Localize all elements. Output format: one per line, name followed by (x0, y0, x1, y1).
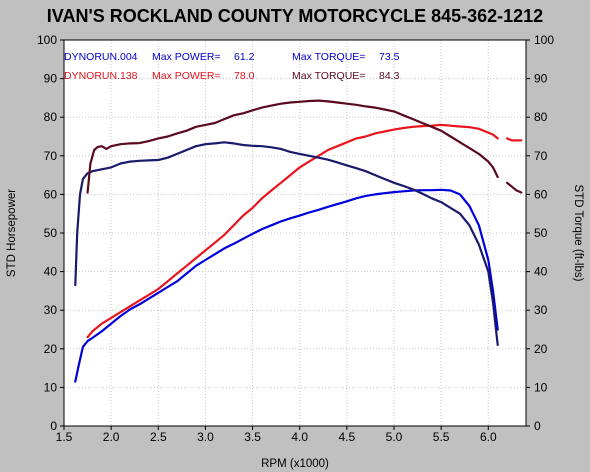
x-tick-label: 2.5 (150, 430, 167, 444)
y-left-tick-label: 20 (44, 342, 58, 356)
y-axis-left-label: STD Horsepower (6, 189, 18, 277)
y-axis-right-label: STD Torque (ft-lbs) (572, 185, 584, 282)
x-tick-label: 3.5 (244, 430, 261, 444)
y-right-tick-label: 70 (534, 149, 548, 163)
y-left-tick-label: 100 (37, 33, 57, 47)
legend-power-value-2: 78.0 (234, 70, 255, 82)
legend-power-value-1: 61.2 (234, 51, 255, 63)
chart-title: IVAN'S ROCKLAND COUNTY MOTORCYCLE 845-36… (47, 6, 543, 26)
y-left-tick-label: 80 (44, 110, 58, 124)
y-right-tick-label: 10 (534, 380, 548, 394)
x-tick-label: 1.5 (56, 430, 73, 444)
legend-torque-value-1: 73.5 (379, 51, 400, 63)
y-right-tick-label: 50 (534, 226, 548, 240)
y-axis-right-ticks: 0 10 20 30 40 50 60 70 80 90 100 (526, 33, 554, 433)
y-left-tick-label: 0 (50, 419, 57, 433)
legend-power-label-2: Max POWER= (152, 70, 221, 82)
y-left-tick-label: 50 (44, 226, 58, 240)
x-axis-label: RPM (x1000) (261, 458, 329, 470)
y-left-tick-label: 30 (44, 303, 58, 317)
series-line-torque-dynorun-138 (86, 99, 523, 194)
x-tick-label: 2.0 (103, 430, 120, 444)
x-tick-label: 4.0 (291, 430, 308, 444)
y-right-tick-label: 100 (534, 33, 554, 47)
plot-border (63, 39, 527, 427)
y-axis-left-ticks: 0 10 20 30 40 50 60 70 80 90 100 (37, 33, 64, 433)
y-right-tick-label: 20 (534, 342, 548, 356)
series-line-power-dynorun-138 (86, 123, 523, 339)
x-tick-label: 3.0 (197, 430, 214, 444)
y-left-tick-label: 10 (44, 380, 58, 394)
legend-run-1: DYNORUN.004 (64, 51, 138, 63)
y-right-tick-label: 40 (534, 265, 548, 279)
x-axis-ticks: 1.5 2.0 2.5 3.0 3.5 4.0 4.5 5.0 5.5 6.0 (56, 426, 497, 444)
series-line-torque-dynorun-004 (74, 141, 499, 346)
x-tick-label: 6.0 (480, 430, 497, 444)
y-left-tick-label: 60 (44, 187, 58, 201)
legend-run-2: DYNORUN.138 (64, 70, 138, 82)
legend-torque-label-2: Max TORQUE= (292, 70, 365, 82)
x-tick-label: 4.5 (339, 430, 356, 444)
x-tick-label: 5.5 (433, 430, 450, 444)
series-line-power-dynorun-004 (74, 188, 499, 383)
y-right-tick-label: 0 (534, 419, 541, 433)
legend-power-label-1: Max POWER= (152, 51, 221, 63)
legend-torque-value-2: 84.3 (379, 70, 400, 82)
y-right-tick-label: 60 (534, 187, 548, 201)
x-tick-label: 5.0 (386, 430, 403, 444)
legend-torque-label-1: Max TORQUE= (292, 51, 365, 63)
y-right-tick-label: 30 (534, 303, 548, 317)
y-right-tick-label: 80 (534, 110, 548, 124)
y-left-tick-label: 70 (44, 149, 58, 163)
y-right-tick-label: 90 (534, 72, 548, 86)
y-left-tick-label: 90 (44, 72, 58, 86)
y-left-tick-label: 40 (44, 265, 58, 279)
series-layer (74, 99, 523, 383)
legend: DYNORUN.004 Max POWER= 61.2 Max TORQUE= … (64, 51, 400, 82)
